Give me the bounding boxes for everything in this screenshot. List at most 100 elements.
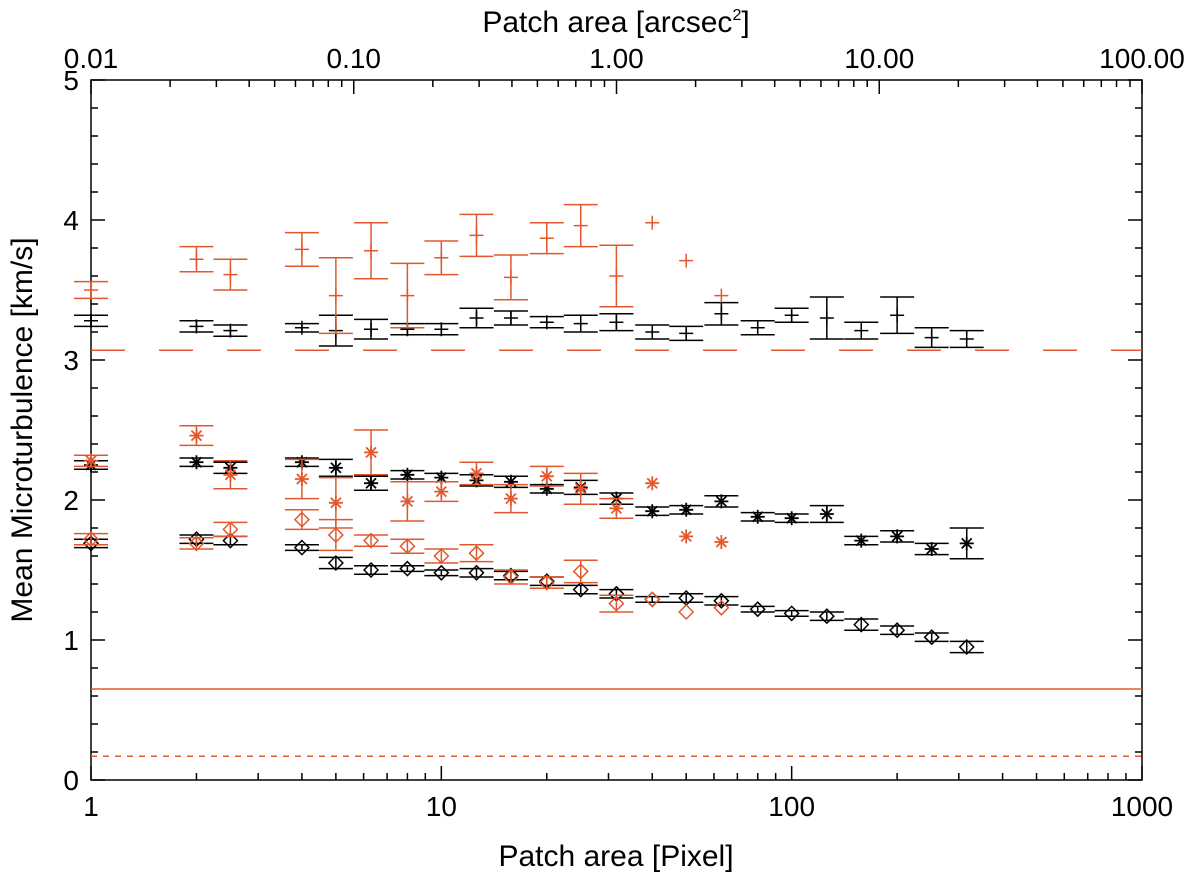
data-point xyxy=(399,538,416,555)
data-point xyxy=(223,267,238,282)
data-point xyxy=(959,332,974,346)
top-axis-title: Patch area [arcsec2] xyxy=(482,6,749,39)
data-point xyxy=(293,511,310,528)
data-point xyxy=(959,536,974,551)
data-point xyxy=(784,511,799,526)
data-point xyxy=(189,428,204,443)
data-point xyxy=(539,315,554,330)
y-tick-label: 5 xyxy=(63,65,79,96)
data-point xyxy=(434,484,449,499)
data-point xyxy=(750,509,765,524)
data-point xyxy=(223,467,238,482)
data-point xyxy=(645,476,660,491)
data-point xyxy=(503,270,518,285)
top-tick-label: 100.00 xyxy=(1099,43,1185,74)
series-layer xyxy=(74,203,984,656)
data-point xyxy=(294,242,309,257)
data-point xyxy=(434,250,449,265)
series xyxy=(74,203,729,335)
data-point xyxy=(468,545,485,562)
data-point xyxy=(327,526,344,544)
data-point xyxy=(609,315,624,330)
x-tick-label: 10 xyxy=(426,791,457,822)
data-point xyxy=(713,592,730,609)
series xyxy=(74,531,984,656)
data-point xyxy=(750,320,765,335)
data-point xyxy=(713,599,730,616)
data-point xyxy=(82,531,100,548)
data-point xyxy=(924,542,939,556)
data-point xyxy=(854,533,869,548)
y-tick-label: 2 xyxy=(63,485,79,516)
top-axis-title-main: Patch area [arcsec xyxy=(482,6,732,39)
y-axis-title: Mean Microturbulence [km/s] xyxy=(6,237,39,622)
top-tick-label: 0.10 xyxy=(327,43,382,74)
data-point xyxy=(468,564,485,581)
y-tick-label: 1 xyxy=(63,625,79,656)
data-point xyxy=(853,616,870,633)
reference-lines xyxy=(91,349,1142,757)
data-point xyxy=(400,467,415,482)
data-point xyxy=(749,601,766,618)
data-point xyxy=(293,539,310,556)
data-point xyxy=(573,481,588,496)
data-point xyxy=(573,218,588,233)
data-point xyxy=(644,591,661,608)
data-point xyxy=(189,252,204,267)
data-point xyxy=(679,529,694,544)
x-tick-label: 1 xyxy=(83,791,99,822)
data-point xyxy=(608,595,625,612)
data-point xyxy=(679,326,694,341)
y-tick-label: 3 xyxy=(63,345,79,376)
series xyxy=(74,509,730,621)
data-point xyxy=(714,306,729,321)
data-point xyxy=(189,455,204,470)
series xyxy=(74,455,984,560)
data-point xyxy=(539,481,554,496)
data-point xyxy=(783,605,800,622)
data-point xyxy=(469,311,484,325)
data-point xyxy=(434,470,449,485)
data-point xyxy=(400,288,415,303)
data-point xyxy=(469,466,484,481)
data-point xyxy=(364,445,379,460)
data-point xyxy=(609,501,624,516)
data-point xyxy=(890,529,905,544)
top-tick-label: 0.01 xyxy=(64,43,119,74)
data-point xyxy=(958,638,975,656)
series xyxy=(74,425,729,549)
data-point xyxy=(539,231,554,246)
data-point xyxy=(714,535,729,549)
data-point xyxy=(854,323,869,338)
data-point xyxy=(433,547,450,565)
data-point xyxy=(818,608,835,625)
data-point xyxy=(364,243,379,258)
data-point xyxy=(679,502,694,517)
data-point xyxy=(434,322,449,337)
y-tick-label: 0 xyxy=(63,765,79,796)
x-tick-label: 100 xyxy=(768,791,815,822)
data-point xyxy=(714,494,729,509)
data-point xyxy=(678,603,695,621)
data-point xyxy=(294,320,309,335)
data-point xyxy=(502,568,519,586)
plot-frame xyxy=(90,79,1143,781)
data-point xyxy=(679,253,694,268)
data-point xyxy=(819,311,834,325)
x-axis-title: Patch area [Pixel] xyxy=(498,840,733,873)
data-point xyxy=(364,322,379,337)
top-tick-label: 1.00 xyxy=(589,43,644,74)
data-point xyxy=(294,472,309,486)
data-point xyxy=(923,629,940,646)
data-point xyxy=(469,228,484,243)
data-point xyxy=(223,323,238,338)
data-point xyxy=(645,504,660,519)
data-point xyxy=(222,532,239,549)
data-point xyxy=(889,622,906,639)
data-point xyxy=(609,269,624,283)
data-point xyxy=(364,476,379,491)
top-axis-title-end: ] xyxy=(741,6,749,39)
data-point xyxy=(362,561,380,579)
